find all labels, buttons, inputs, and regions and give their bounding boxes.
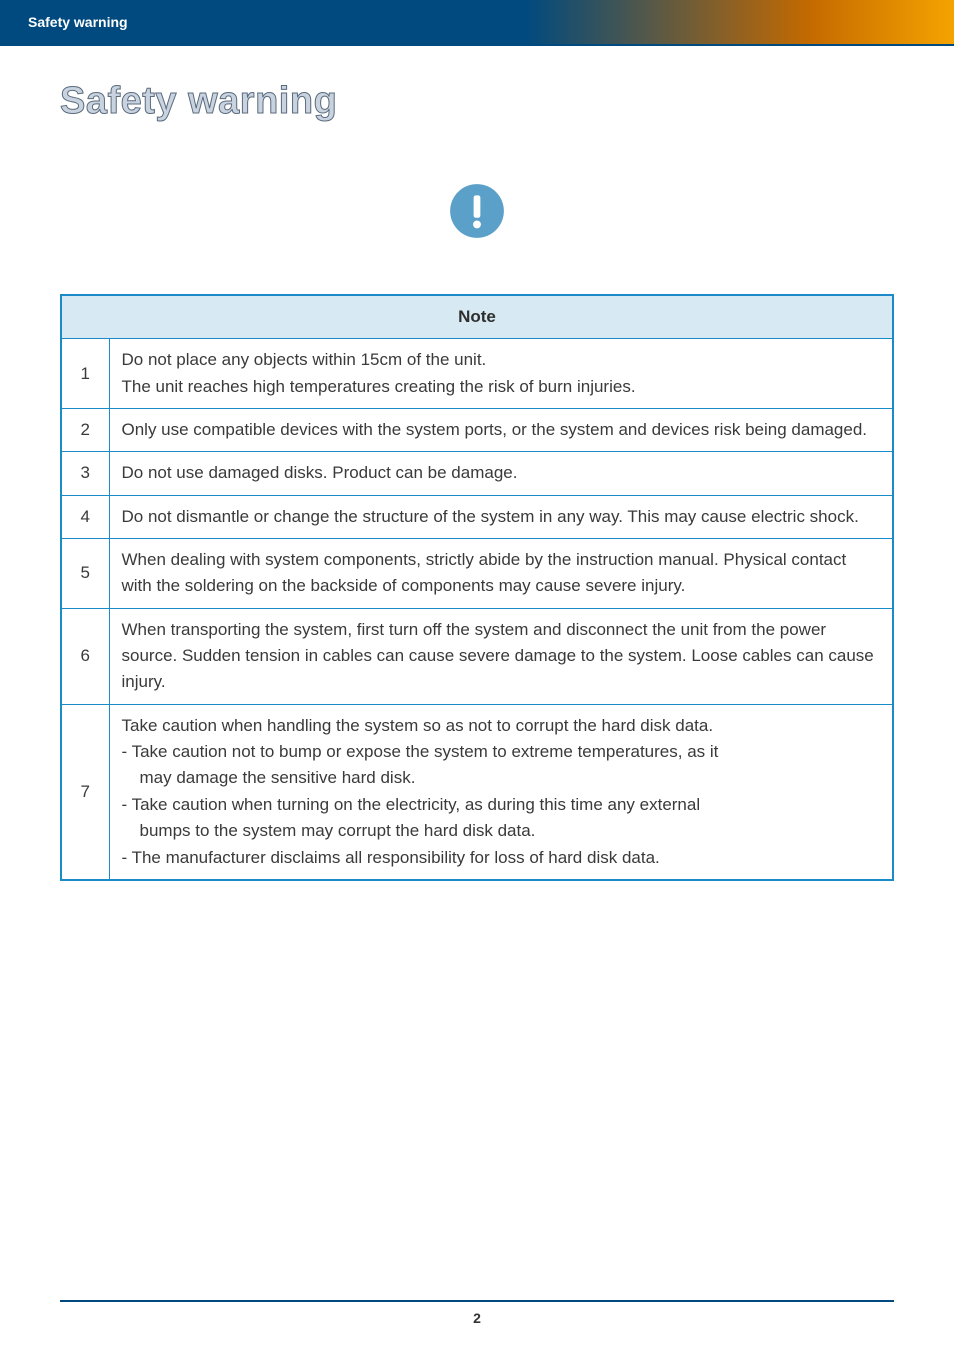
table-row: 2 Only use compatible devices with the s… — [61, 409, 893, 452]
row-text: Only use compatible devices with the sys… — [109, 409, 893, 452]
table-row: 7 Take caution when handling the system … — [61, 704, 893, 880]
row7-lead: Take caution when handling the system so… — [122, 713, 881, 739]
page-title: Safety warning — [60, 80, 894, 123]
row-text: When dealing with system components, str… — [109, 539, 893, 609]
page-number: 2 — [473, 1310, 481, 1326]
row7-bullet-cont: may damage the sensitive hard disk. — [122, 765, 881, 791]
row-text: Do not use damaged disks. Product can be… — [109, 452, 893, 495]
note-table: Note 1 Do not place any objects within 1… — [60, 294, 894, 881]
row7-bullet: - Take caution not to bump or expose the… — [122, 739, 881, 765]
row-number: 4 — [61, 495, 109, 538]
row-number: 1 — [61, 339, 109, 409]
row-text: Do not place any objects within 15cm of … — [109, 339, 893, 409]
info-icon — [449, 183, 505, 239]
content: Safety warning Note 1 Do not place any o… — [0, 46, 954, 881]
row-number: 6 — [61, 608, 109, 704]
row-text: Take caution when handling the system so… — [109, 704, 893, 880]
table-header: Note — [61, 295, 893, 339]
table-row: 5 When dealing with system components, s… — [61, 539, 893, 609]
row-number: 7 — [61, 704, 109, 880]
row-text: When transporting the system, first turn… — [109, 608, 893, 704]
table-row: 3 Do not use damaged disks. Product can … — [61, 452, 893, 495]
table-row: 1 Do not place any objects within 15cm o… — [61, 339, 893, 409]
header-bar: Safety warning — [0, 0, 954, 44]
row7-bullet: - The manufacturer disclaims all respons… — [122, 845, 881, 871]
header-label: Safety warning — [28, 14, 128, 30]
info-icon-wrap — [60, 183, 894, 244]
row-number: 3 — [61, 452, 109, 495]
row-text: Do not dismantle or change the structure… — [109, 495, 893, 538]
row7-bullet: - Take caution when turning on the elect… — [122, 792, 881, 818]
table-row: 4 Do not dismantle or change the structu… — [61, 495, 893, 538]
table-row: 6 When transporting the system, first tu… — [61, 608, 893, 704]
row-number: 2 — [61, 409, 109, 452]
table-header-row: Note — [61, 295, 893, 339]
row-number: 5 — [61, 539, 109, 609]
row7-bullet-cont: bumps to the system may corrupt the hard… — [122, 818, 881, 844]
footer: 2 — [60, 1300, 894, 1326]
